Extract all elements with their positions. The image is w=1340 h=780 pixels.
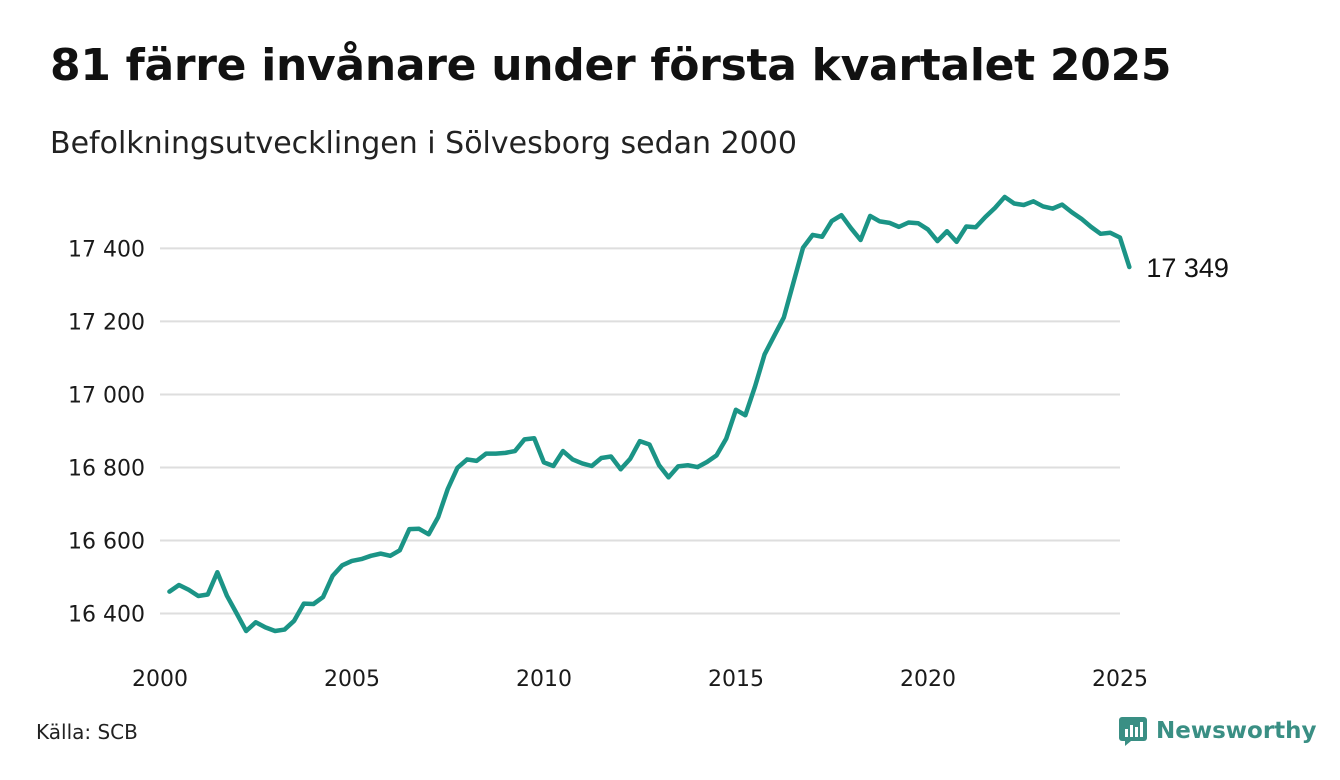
x-tick-label: 2000 [132,667,188,692]
chart-subtitle: Befolkningsutvecklingen i Sölvesborg sed… [50,126,797,161]
y-tick-label: 17 200 [68,310,145,335]
source-note: Källa: SCB [36,720,138,744]
brand-logo: Newsworthy [1118,714,1317,748]
x-tick-label: 2015 [708,667,764,692]
series-layer [167,194,1132,634]
y-tick-label: 16 800 [68,456,145,481]
x-tick-label: 2005 [324,667,380,692]
gridlines [160,247,1120,615]
y-tick-label: 16 400 [68,602,145,627]
x-tick-label: 2025 [1092,667,1148,692]
y-tick-label: 17 000 [68,383,145,408]
y-axis-ticks: 16 400 16 600 16 800 17 000 17 200 17 400 [68,237,145,627]
brand-name: Newsworthy [1156,718,1317,744]
x-tick-label: 2010 [516,667,572,692]
population-series-line [167,194,1132,634]
x-axis-ticks: 2000 2005 2010 2015 2020 2025 [132,667,1148,692]
chart-title: 81 färre invånare under första kvartalet… [50,40,1172,91]
y-tick-label: 17 400 [68,237,145,262]
x-tick-label: 2020 [900,667,956,692]
y-tick-label: 16 600 [68,529,145,554]
end-value-label: 17 349 [1146,253,1229,283]
newsworthy-logo-icon [1119,717,1147,746]
